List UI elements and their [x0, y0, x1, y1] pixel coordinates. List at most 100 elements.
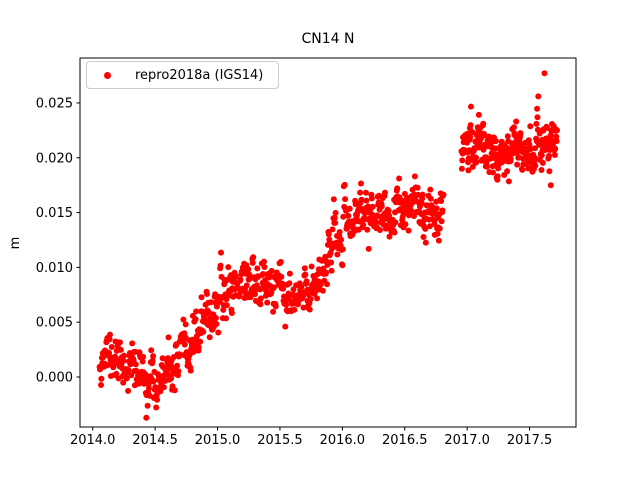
scatter-point [139, 358, 146, 365]
scatter-point [411, 173, 418, 180]
scatter-point [369, 203, 376, 210]
scatter-point [438, 218, 445, 225]
x-tick-label: 2015.0 [195, 433, 241, 448]
scatter-point [249, 259, 256, 266]
scatter-point [148, 347, 155, 354]
scatter-point [132, 361, 139, 368]
scatter-point [245, 266, 252, 273]
scatter-point [420, 234, 427, 240]
scatter-point [517, 130, 524, 137]
scatter-point [539, 159, 546, 166]
scatter-point [553, 133, 560, 140]
scatter-point [277, 258, 284, 265]
scatter-point [228, 310, 235, 316]
scatter-point [270, 308, 277, 315]
scatter-point [535, 93, 542, 100]
x-tick-label: 2017.5 [507, 433, 553, 448]
scatter-point [204, 291, 210, 297]
scatter-point [110, 361, 117, 368]
scatter-point [505, 178, 512, 185]
scatter-point [386, 212, 393, 219]
scatter-point [286, 280, 293, 287]
scatter-point [372, 219, 379, 226]
scatter-point [117, 339, 123, 346]
legend-dot-marker-icon [104, 71, 111, 79]
scatter-point [422, 225, 429, 232]
y-tick-label: 0.025 [36, 96, 73, 111]
axes-frame [79, 57, 577, 428]
scatter-point [418, 200, 425, 207]
scatter-point [431, 221, 438, 227]
scatter-point [541, 70, 548, 77]
scatter-point [113, 370, 120, 377]
scatter-point [215, 329, 222, 336]
x-tick-label: 2014.0 [70, 433, 116, 448]
scatter-point [213, 321, 220, 327]
scatter-point [331, 214, 338, 221]
y-tick-label: 0.010 [36, 261, 73, 276]
scatter-point [171, 387, 178, 394]
scatter-point [527, 146, 534, 152]
scatter-point [458, 165, 465, 172]
scatter-point [143, 414, 150, 421]
scatter-point [494, 173, 501, 180]
scatter-point [324, 241, 331, 248]
scatter-point [363, 197, 370, 204]
scatter-point [174, 362, 181, 369]
scatter-point [377, 227, 383, 233]
scatter-point [154, 396, 161, 403]
scatter-point [519, 166, 526, 173]
scatter-point [480, 120, 487, 127]
scatter-point [295, 301, 301, 308]
scatter-point [434, 230, 441, 237]
scatter-point [546, 168, 553, 175]
scatter-point [330, 196, 337, 203]
scatter-point [300, 304, 307, 311]
scatter-point [402, 221, 409, 228]
scatter-point [198, 294, 205, 301]
scatter-point [439, 207, 446, 214]
scatter-point [547, 182, 554, 189]
scatter-point [465, 167, 472, 174]
scatter-point [334, 251, 341, 258]
scatter-point [396, 175, 403, 182]
scatter-point [280, 285, 287, 292]
scatter-point [279, 280, 286, 287]
scatter-point [121, 352, 128, 359]
scatter-point [303, 278, 310, 285]
scatter-point [271, 284, 277, 291]
scatter-point [150, 378, 157, 385]
axis-tick-labels: 2014.0 2014.5 2015.0 2015.5 2016.0 2016.5 2017… [36, 96, 553, 448]
scatter-point [504, 168, 511, 175]
scatter-point [538, 152, 545, 159]
scatter-point [100, 354, 107, 361]
scatter-point [534, 105, 541, 112]
scatter-point [415, 191, 422, 198]
scatter-point [511, 124, 517, 131]
scatter-point [220, 306, 227, 313]
scatter-point [150, 353, 157, 360]
scatter-point [473, 159, 480, 165]
scatter-point [357, 189, 364, 196]
y-tick-label: 0.000 [36, 371, 73, 386]
scatter-point [213, 315, 219, 321]
scatter-point [200, 328, 207, 335]
scatter-point [507, 155, 514, 162]
scatter-point [286, 270, 293, 277]
scatter-point [157, 388, 164, 395]
scatter-point [422, 239, 429, 246]
scatter-point [165, 334, 172, 341]
scatter-point [120, 379, 127, 386]
scatter-point [332, 219, 339, 226]
scatter-point [168, 375, 175, 382]
scatter-point [514, 161, 521, 168]
scatter-point [426, 223, 433, 230]
scatter-series [96, 70, 560, 421]
scatter-point [278, 273, 285, 280]
scatter-point [193, 308, 200, 315]
scatter-point [547, 132, 554, 139]
scatter-point [391, 229, 398, 236]
scatter-point [328, 259, 335, 266]
scatter-point [98, 382, 104, 388]
